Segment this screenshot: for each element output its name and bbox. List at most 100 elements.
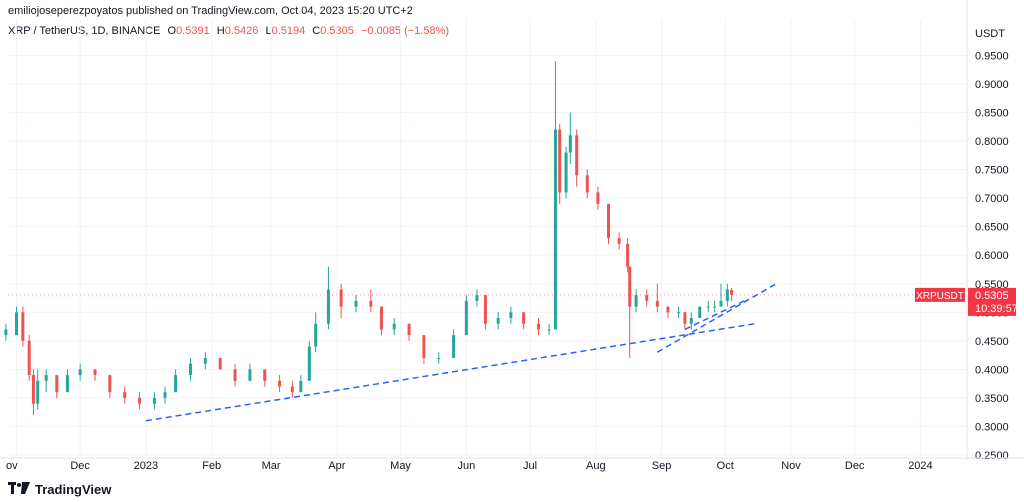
time-tick-label: Jun (457, 460, 475, 472)
price-axis: 0.9500 0.9000 0.8500 0.8000 0.7500 0.7000 0.65… (966, 0, 1009, 462)
candle-body (248, 369, 252, 381)
time-tick-label: May (390, 460, 411, 472)
symbol-legend: XRP / TetherUS, 1D, BINANCE O0.5391 H0.5… (8, 25, 449, 37)
candle-body (93, 369, 97, 376)
price-tick-label: 0.9500 (975, 50, 1009, 62)
dashed-trendline (656, 283, 777, 353)
price-tick-label: 0.8500 (975, 108, 1009, 120)
time-tick-label: Apr (328, 460, 345, 472)
candle-body (123, 392, 127, 398)
price-tick-label: 0.4500 (975, 336, 1009, 348)
candle-body (339, 289, 343, 307)
price-tick-label: 0.4000 (975, 364, 1009, 376)
candle-body (575, 135, 579, 176)
price-tick-label: 0.6500 (975, 222, 1009, 234)
brand-name: TradingView (35, 482, 112, 497)
candle-body (36, 380, 40, 404)
candle-body (21, 312, 25, 341)
candle-body (65, 375, 69, 393)
price-tick-label: 0.2500 (975, 450, 1009, 462)
candle-body (730, 289, 734, 295)
price-tick-label: 0.5500 (975, 279, 1009, 291)
publish-attribution: emiliojoseperezpoyatos published on Trad… (8, 5, 413, 17)
candle-body (307, 346, 311, 381)
symbol-title[interactable]: XRP / TetherUS, 1D, BINANCE (8, 25, 161, 37)
last-price-label: 0.5305 (975, 290, 1009, 302)
time-tick-label: 2024 (908, 460, 932, 472)
candle-body (203, 357, 207, 364)
time-tick-label: ov (6, 460, 18, 472)
low-label: L (265, 25, 272, 37)
close-label: C (312, 25, 321, 37)
candle-body (379, 306, 383, 330)
candle-body (628, 266, 632, 307)
price-tick-label: 0.3000 (975, 421, 1009, 433)
high-value: 0.5426 (224, 25, 259, 37)
candle-body (218, 357, 222, 370)
candle-body (369, 300, 373, 307)
candle-body (683, 312, 687, 324)
candle-body (27, 340, 31, 376)
candle-body (407, 323, 411, 336)
price-tick-label: 0.6000 (975, 250, 1009, 262)
open-label: O (167, 25, 177, 37)
candle-body (547, 329, 551, 331)
candle-body (725, 289, 729, 301)
price-tick-label: 0.7500 (975, 165, 1009, 177)
grid (8, 20, 967, 456)
candle-body (290, 386, 294, 393)
candle-body (354, 300, 358, 307)
candle-body (689, 318, 693, 324)
candle-body (677, 312, 681, 314)
candle-body (522, 312, 526, 324)
symbol-tag: XRPUSDT (916, 291, 964, 302)
candle-body (31, 375, 35, 404)
candle-body (496, 318, 500, 324)
candle-body (263, 369, 267, 381)
candle-body (464, 300, 468, 336)
candle-body (299, 380, 303, 393)
time-tick-label: Oct (717, 460, 734, 472)
tradingview-logo-icon (8, 482, 30, 497)
candle-body (78, 369, 82, 376)
candle-body (596, 192, 600, 204)
time-tick-label: 2023 (134, 460, 158, 472)
candle-body (44, 375, 48, 381)
candle-body (152, 397, 156, 404)
high-label: H (216, 25, 225, 37)
candle-body (706, 306, 710, 308)
bar-countdown-label: 10:39:57 (975, 303, 1018, 315)
candles (4, 61, 734, 416)
dashed-trendline (145, 322, 756, 422)
candle-body (509, 312, 513, 318)
candle-body (568, 135, 572, 153)
candle-body (626, 243, 630, 267)
candle-body (564, 152, 568, 193)
currency-label: USDT (975, 28, 1005, 40)
candle-body (392, 323, 396, 330)
candle-body (655, 300, 659, 307)
change-value: −0.0085 (−1.58%) (360, 25, 450, 37)
price-tick-label: 0.3500 (975, 393, 1009, 405)
time-tick-label: Sep (652, 460, 672, 472)
time-tick-label: Feb (202, 460, 221, 472)
time-tick-label: Dec (70, 460, 90, 472)
candle-body (4, 329, 8, 336)
candle-body (719, 300, 723, 307)
candle-body (713, 306, 717, 308)
price-tick-label: 0.8000 (975, 136, 1009, 148)
candle-body (666, 306, 670, 313)
publisher-text: emiliojoseperezpoyatos published on Trad… (8, 5, 413, 17)
time-tick-label: Mar (262, 460, 281, 472)
tradingview-brand[interactable]: TradingView (8, 482, 111, 497)
candle-body (188, 363, 192, 376)
time-tick-label: Nov (781, 460, 801, 472)
candle-body (483, 295, 487, 324)
candle-body (475, 295, 479, 301)
candle-body (553, 129, 557, 330)
dashed-trendline (684, 300, 745, 331)
candle-body (233, 369, 237, 381)
